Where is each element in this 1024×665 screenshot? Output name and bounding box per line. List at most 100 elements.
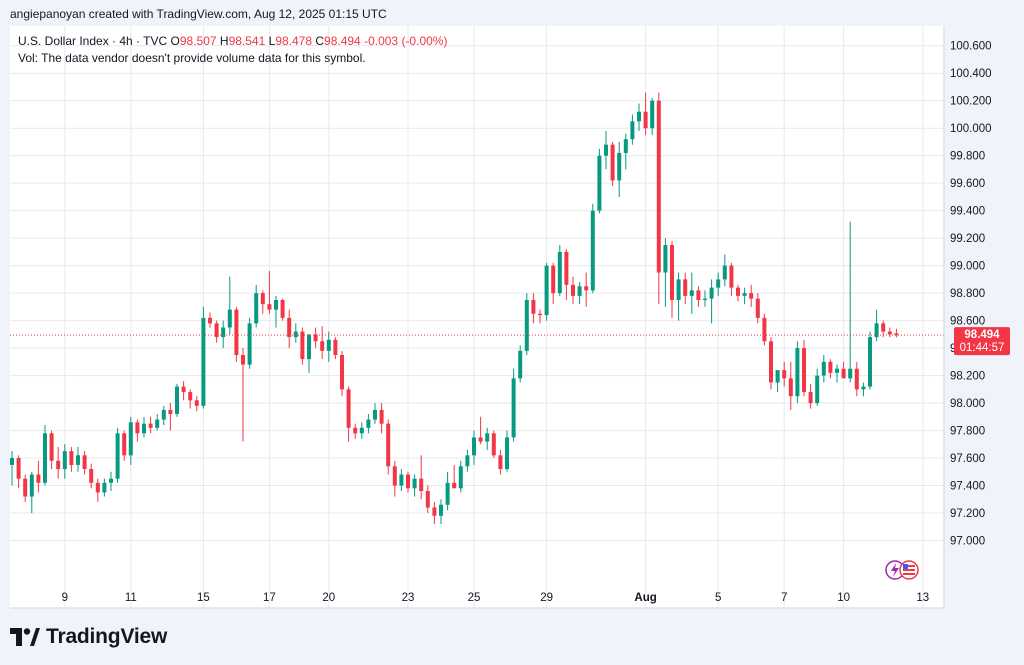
candle — [194, 396, 199, 412]
price-tick-label: 98.000 — [950, 398, 985, 410]
candle — [419, 455, 424, 500]
candle — [109, 471, 113, 492]
candle-body — [709, 287, 714, 299]
lightning-glyph — [891, 563, 899, 577]
candle — [346, 386, 351, 442]
candle-body — [148, 423, 153, 428]
price-axis[interactable]: 100.600 100.400 100.200 100.000 99.800 99.600… — [950, 41, 992, 548]
candle — [221, 320, 226, 349]
price-tick-label: 99.200 — [950, 233, 985, 245]
candle-body — [571, 284, 575, 296]
candle-body — [425, 491, 430, 508]
candle-body — [214, 323, 219, 338]
candle-body — [333, 339, 338, 355]
event-badges[interactable] — [885, 560, 919, 580]
candle — [643, 92, 648, 136]
candle — [254, 284, 259, 328]
candle-body — [782, 370, 787, 379]
candle-body — [557, 251, 562, 294]
candle-body — [729, 265, 734, 288]
candle-body — [346, 389, 351, 428]
candle-body — [274, 300, 278, 310]
candle — [623, 133, 628, 170]
candle-body — [49, 433, 54, 461]
candle-body — [300, 331, 305, 360]
candle — [43, 425, 47, 486]
candle — [280, 298, 285, 321]
candle-body — [716, 279, 721, 288]
time-tick-label: 9 — [62, 592, 68, 604]
candle — [676, 272, 681, 321]
candle — [181, 381, 186, 401]
candle — [828, 359, 833, 379]
candle — [115, 427, 120, 483]
candle-body — [56, 460, 61, 470]
candle-body — [551, 265, 556, 294]
price-tick-label: 100.000 — [950, 123, 992, 135]
candle — [498, 449, 503, 475]
candle — [432, 502, 437, 525]
candle — [56, 447, 61, 479]
candle-body — [221, 327, 226, 338]
close-value: 98.494 — [324, 34, 361, 48]
candle-body — [584, 286, 589, 291]
candle — [340, 350, 344, 397]
candle-body — [293, 331, 298, 338]
candle-body — [472, 437, 476, 456]
candle-body — [115, 433, 120, 479]
candle — [716, 272, 721, 296]
tradingview-logo[interactable]: TradingView — [10, 624, 167, 650]
candle-body — [280, 300, 285, 318]
candle — [683, 272, 688, 305]
candle-body — [234, 309, 239, 355]
candle — [894, 328, 899, 338]
candle — [36, 460, 41, 493]
low-label: L — [268, 34, 276, 48]
candle — [16, 455, 21, 489]
candle — [650, 97, 655, 136]
candle — [518, 345, 523, 383]
candle — [102, 478, 107, 497]
candle — [841, 361, 846, 379]
candle — [201, 306, 206, 409]
candle-body — [564, 251, 569, 285]
symbol-name[interactable]: U.S. Dollar Index · 4h · TVC — [18, 34, 168, 48]
candle-body — [841, 368, 846, 379]
candle-body — [623, 139, 628, 153]
candle-body — [689, 290, 694, 296]
symbol-legend[interactable]: U.S. Dollar Index · 4h · TVC O98.507 H98… — [18, 34, 447, 48]
candle — [630, 114, 635, 145]
candle-body — [82, 455, 87, 470]
candle-body — [887, 331, 892, 335]
candle-body — [419, 478, 424, 492]
candle-body — [465, 455, 470, 467]
price-tick-label: 100.600 — [950, 41, 992, 53]
us-flag-canton — [903, 564, 908, 569]
candle — [366, 414, 371, 434]
candle — [95, 478, 100, 503]
candle-body — [854, 368, 859, 390]
candle-body — [617, 152, 622, 181]
candle-body — [458, 466, 463, 489]
us-flag-stripe-2 — [903, 569, 915, 571]
candle-body — [894, 333, 899, 336]
price-tick-label: 97.400 — [950, 481, 985, 493]
time-tick-label: 13 — [916, 592, 929, 604]
candle-body — [630, 121, 635, 140]
volume-note: Vol: The data vendor doesn't provide vol… — [18, 51, 366, 65]
time-tick-label: Aug — [634, 592, 656, 604]
candle — [544, 262, 549, 321]
candle-body — [788, 378, 793, 397]
time-axis[interactable]: 9 11 15 17 20 23 25 29 Aug 5 7 10 13 — [62, 592, 930, 604]
candle-body — [353, 427, 358, 434]
us-flag-stripe-1 — [903, 565, 915, 567]
candle — [835, 364, 839, 383]
plot-background — [10, 26, 944, 608]
candle — [722, 254, 727, 287]
candle-body — [683, 279, 688, 296]
low-value: 98.478 — [275, 34, 313, 48]
candle-body — [76, 455, 80, 465]
candle-body — [881, 323, 886, 332]
candle-body — [135, 422, 140, 434]
